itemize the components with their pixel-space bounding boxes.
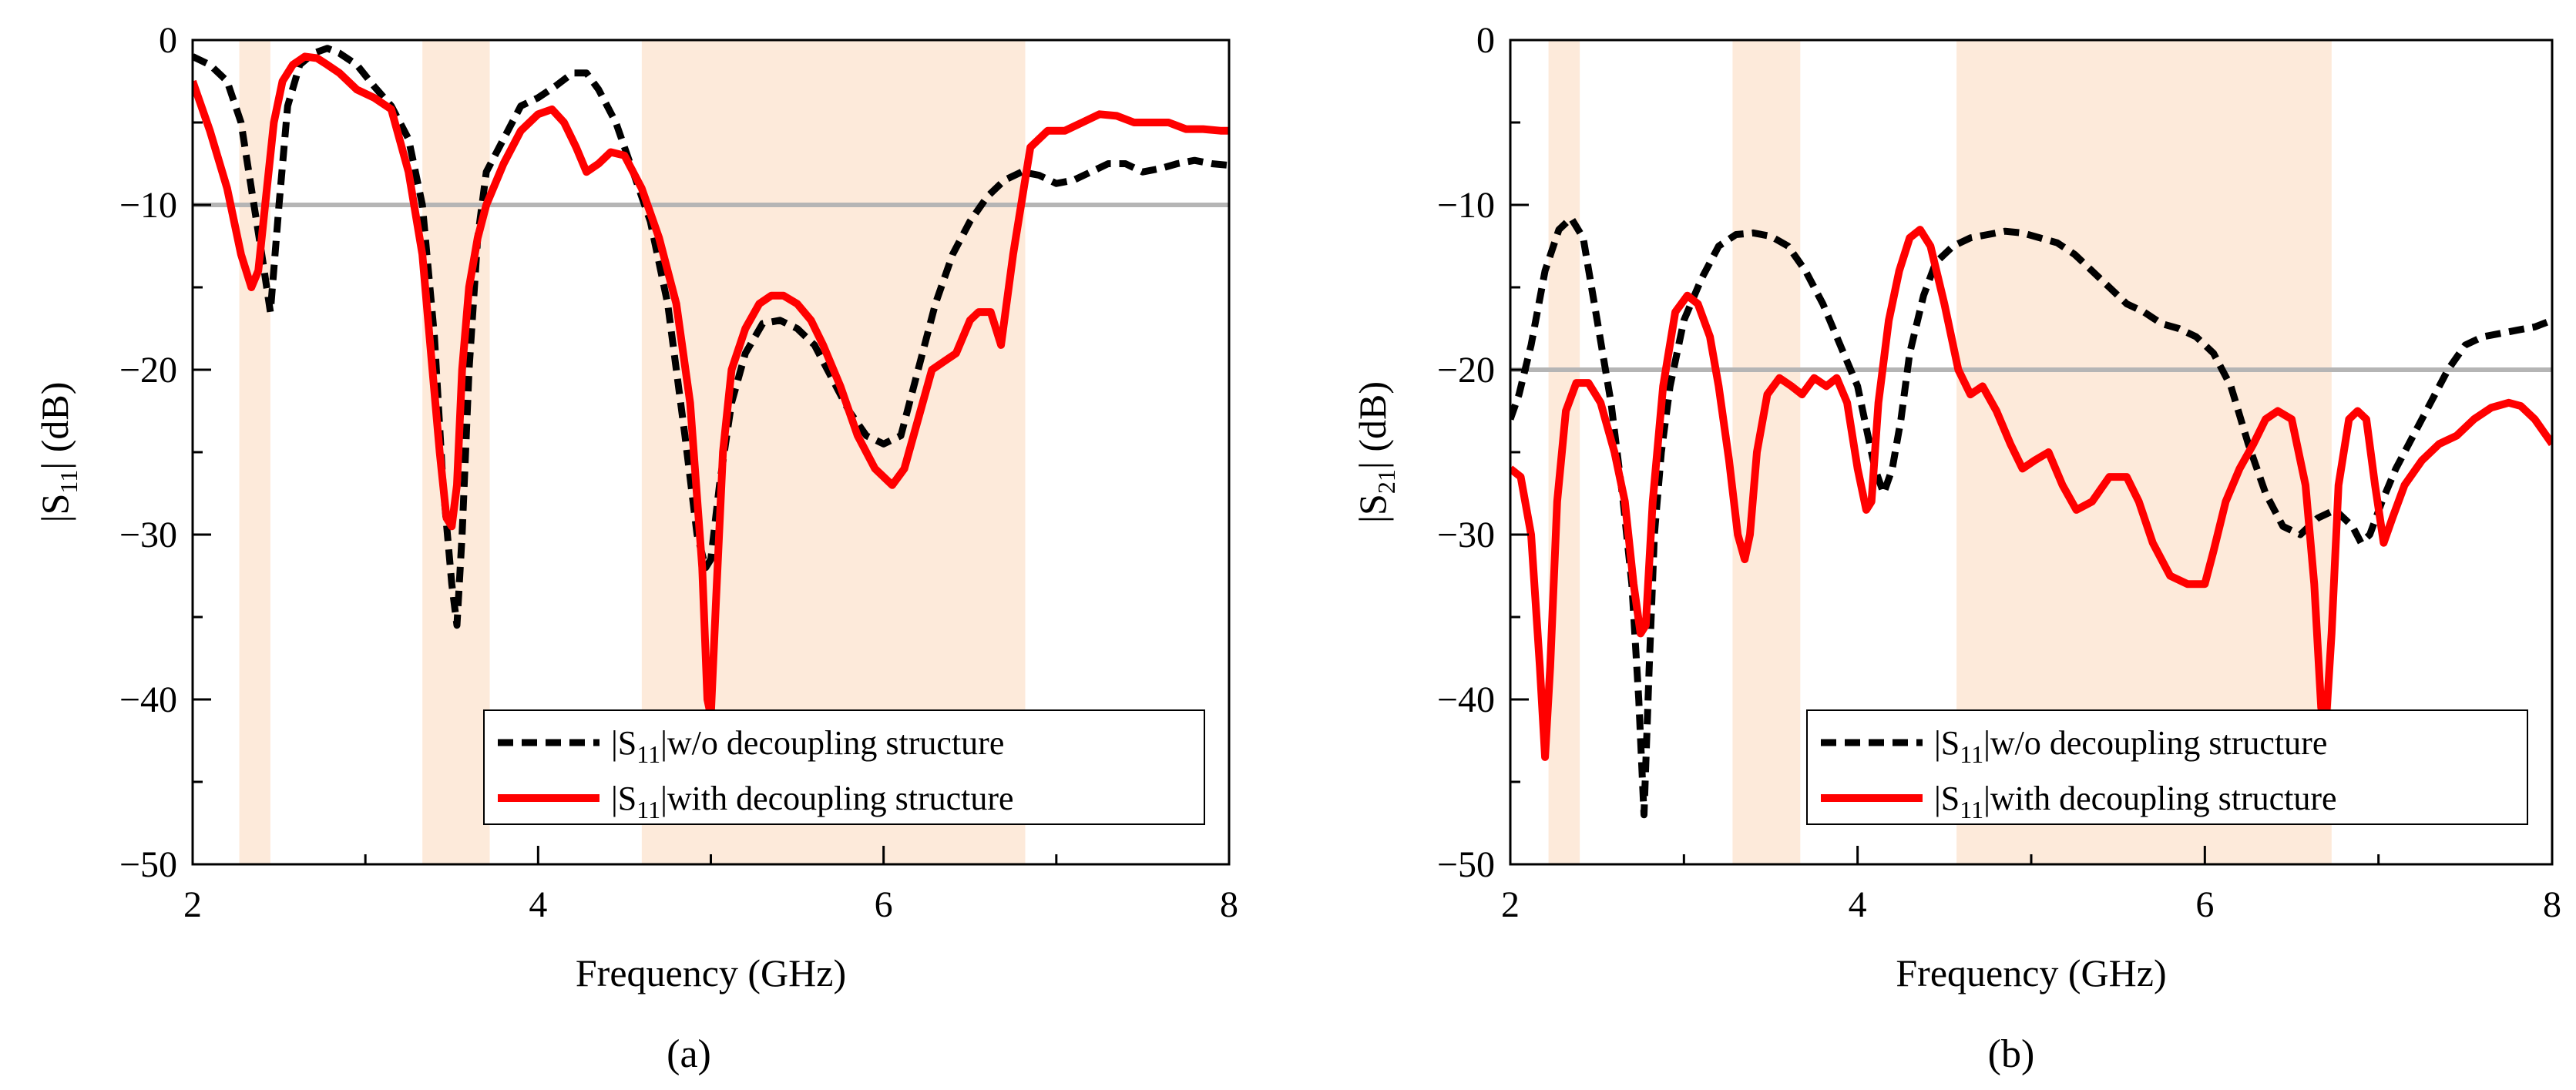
y-axis-title: |S21| (dB) (1351, 381, 1400, 523)
y-tick-label: −50 (119, 844, 177, 885)
legend-label-wo-decoupling: |S11|w/o decoupling structure (1934, 724, 2327, 768)
y-tick-label: −10 (1437, 185, 1495, 226)
legend-box (483, 709, 1205, 825)
series-line-with-decoupling (193, 52, 1229, 720)
series-line-with-decoupling (1510, 226, 2552, 761)
y-tick-label: −30 (1437, 515, 1495, 555)
y-tick-label: −30 (119, 515, 177, 555)
y-axis-title-subscript: 11 (55, 470, 82, 494)
legend-label-subscript: 11 (636, 740, 660, 768)
y-axis-title-suffix: | (dB) (33, 382, 76, 470)
series-line-wo-decoupling (1510, 214, 2552, 819)
legend-label-suffix: |with decoupling structure (660, 780, 1013, 817)
panel-caption: (b) (1988, 1032, 2035, 1076)
legend-label-prefix: |S (611, 724, 636, 762)
legend-label-with-decoupling: |S11|with decoupling structure (1934, 780, 2337, 823)
legend-label-prefix: |S (611, 780, 636, 817)
series-line-wo-decoupling (193, 45, 1229, 629)
x-tick-label: 4 (1849, 884, 1867, 925)
x-tick-label: 8 (1220, 884, 1238, 925)
legend-label-prefix: |S (1934, 780, 1960, 817)
y-tick-label: −40 (119, 679, 177, 720)
y-tick-label: 0 (1476, 20, 1495, 61)
series-group (193, 45, 1229, 720)
x-tick-label: 4 (529, 884, 547, 925)
legend-box (1806, 709, 2528, 825)
y-tick-label: −50 (1437, 844, 1495, 885)
legend-label-wo-decoupling: |S11|w/o decoupling structure (611, 724, 1004, 768)
legend-label-suffix: |w/o decoupling structure (1983, 724, 2327, 762)
x-tick-label: 6 (2195, 884, 2214, 925)
y-tick-label: −10 (119, 185, 177, 226)
panel-caption: (a) (667, 1032, 711, 1076)
x-tick-label: 8 (2543, 884, 2561, 925)
y-axis-title-subscript: 21 (1372, 469, 1400, 494)
legend-label-with-decoupling: |S11|with decoupling structure (611, 780, 1014, 823)
shaded-band-1 (1732, 40, 1801, 864)
x-axis-title: Frequency (GHz) (576, 951, 846, 994)
series-group (1510, 214, 2552, 819)
y-axis-title: |S11| (dB) (33, 382, 82, 523)
legend-label-subscript: 11 (1960, 740, 1983, 768)
legend-label-subscript: 11 (636, 796, 660, 823)
y-axis-title-suffix: | (dB) (1351, 381, 1394, 469)
legend-label-prefix: |S (1934, 724, 1960, 762)
y-axis-title-prefix: |S (1351, 494, 1394, 523)
legend: |S11|w/o decoupling structure|S11|with d… (483, 709, 1205, 825)
x-tick-label: 2 (183, 884, 202, 925)
x-tick-label: 2 (1501, 884, 1520, 925)
y-tick-label: 0 (159, 20, 177, 61)
y-axis-title-prefix: |S (33, 494, 76, 523)
x-tick-label: 6 (875, 884, 893, 925)
legend-label-subscript: 11 (1960, 796, 1983, 823)
y-tick-label: −40 (1437, 679, 1495, 720)
y-tick-label: −20 (119, 350, 177, 391)
x-axis-title: Frequency (GHz) (1896, 951, 2166, 994)
y-tick-label: −20 (1437, 350, 1495, 391)
legend-label-suffix: |with decoupling structure (1983, 780, 2336, 817)
legend: |S11|w/o decoupling structure|S11|with d… (1806, 709, 2528, 825)
legend-label-suffix: |w/o decoupling structure (660, 724, 1004, 762)
